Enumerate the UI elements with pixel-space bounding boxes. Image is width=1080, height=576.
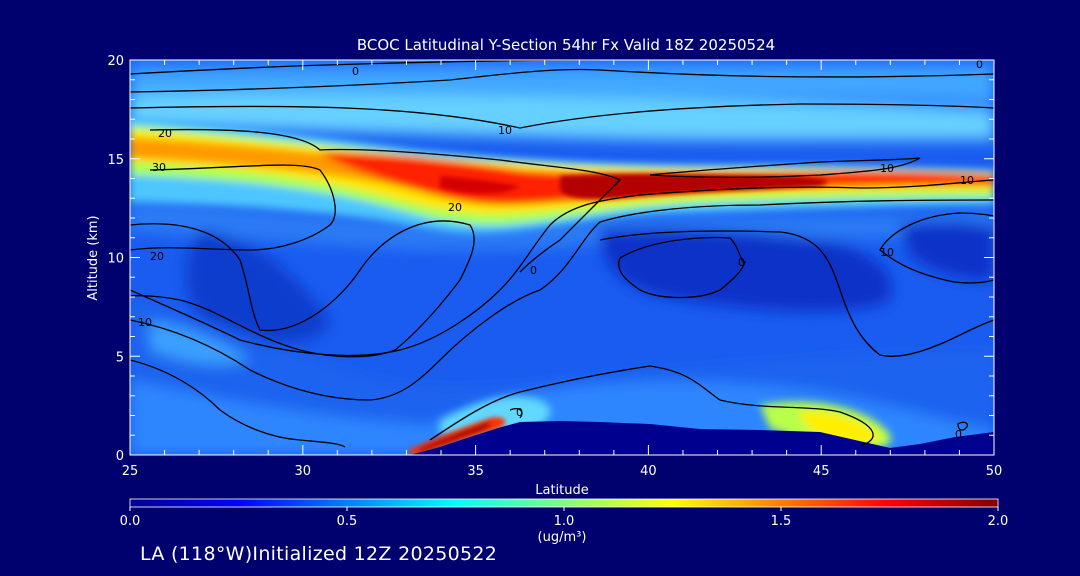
concentration-field: [130, 60, 994, 455]
x-tick-label: 45: [813, 464, 830, 479]
contour-label: 20: [158, 127, 172, 140]
contour-label: 10: [960, 174, 974, 187]
colorbar-unit-label: (ug/m³): [538, 530, 587, 545]
colorbar-tick-label: 0.0: [120, 514, 141, 529]
x-tick-label: 40: [640, 464, 657, 479]
terrain-mask: [410, 421, 994, 455]
y-tick-label: 10: [107, 252, 124, 267]
y-tick-label: 20: [107, 54, 124, 69]
colorbar-ticks: 0.0 0.5 1.0 1.5 2.0: [120, 507, 1009, 529]
colorbar-tick-label: 0.5: [337, 514, 358, 529]
x-axis-ticks: 25 30 35 40 45 50: [122, 60, 1003, 479]
contour-label: 10: [498, 124, 512, 137]
y-axis-ticks: 0 5 10 15 20: [107, 54, 994, 464]
contour-label: 20: [150, 250, 164, 263]
contour-label: 10: [880, 162, 894, 175]
x-tick-label: 25: [122, 464, 139, 479]
y-tick-label: 0: [116, 449, 124, 464]
contour-lines: [130, 60, 994, 448]
contour-label: 0: [516, 406, 523, 419]
contour-label: 0: [976, 58, 983, 71]
contour-label: 10: [880, 246, 894, 259]
colorbar-tick-label: 2.0: [988, 514, 1009, 529]
x-tick-label: 50: [986, 464, 1003, 479]
contour-labels: 0 10 20 30 20 10 0 20 10 0 10 10 0 0 0: [138, 58, 983, 441]
y-tick-label: 5: [116, 350, 124, 365]
contour-label: 0: [352, 65, 359, 78]
chart-title: BCOC Latitudinal Y-Section 54hr Fx Valid…: [357, 36, 775, 54]
contour-label: 0: [530, 264, 537, 277]
colorbar: [129, 498, 999, 508]
x-axis-label: Latitude: [535, 483, 589, 498]
initialization-footer: LA (118°W)Initialized 12Z 20250522: [140, 543, 498, 565]
x-tick-label: 35: [467, 464, 484, 479]
colorbar-tick-label: 1.0: [554, 514, 575, 529]
x-tick-label: 30: [295, 464, 312, 479]
contour-label: 0: [738, 256, 745, 269]
y-axis-label: Altitude (km): [86, 215, 101, 300]
colorbar-tick-label: 1.5: [771, 514, 792, 529]
contour-label: 0: [955, 428, 962, 441]
contour-label: 20: [448, 201, 462, 214]
contour-label: 30: [152, 161, 166, 174]
y-tick-label: 15: [107, 153, 124, 168]
contour-label: 10: [138, 316, 152, 329]
